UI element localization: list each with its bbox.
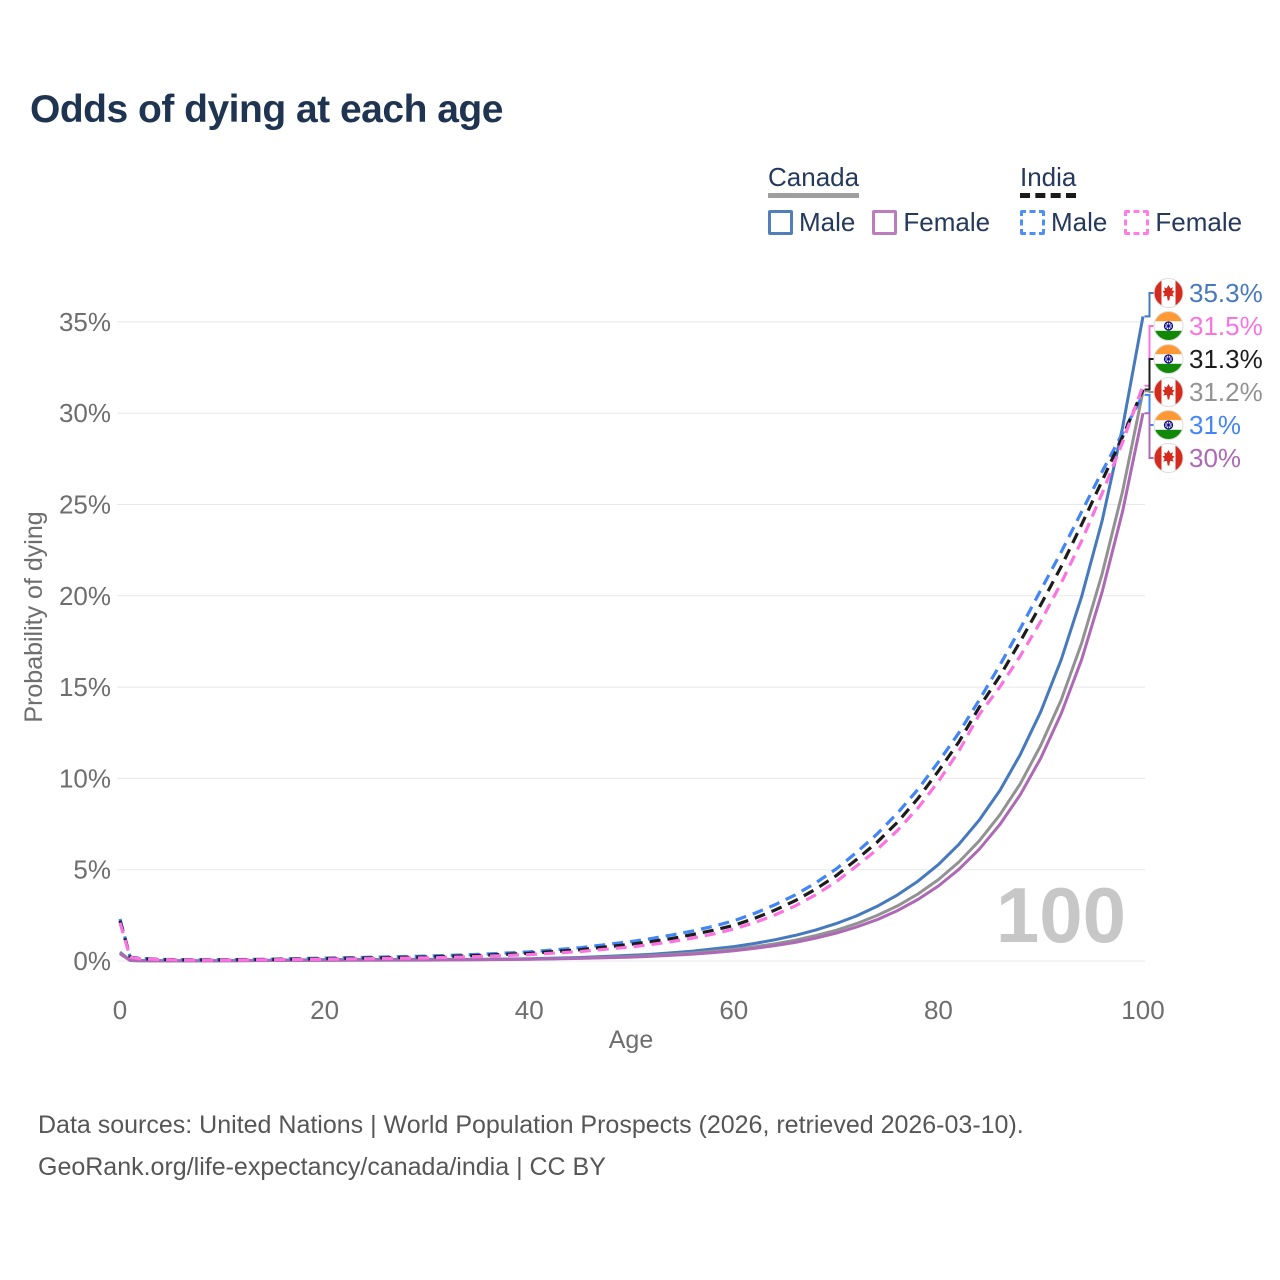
x-tick-label: 0: [113, 995, 127, 1025]
legend-item-canada-female[interactable]: Female: [872, 207, 990, 238]
y-tick-label: 35%: [59, 307, 111, 337]
canada-female-swatch-icon: [872, 210, 898, 235]
attribution-line: GeoRank.org/life-expectancy/canada/india…: [38, 1153, 606, 1181]
gridlines: [117, 321, 1145, 962]
legend-item-label: Male: [799, 207, 856, 237]
line-india-female[interactable]: [118, 385, 1145, 962]
end-value-label-canada-female: 30%: [1189, 443, 1241, 473]
y-tick-label: 10%: [59, 763, 111, 793]
y-tick-label: 15%: [59, 672, 111, 702]
india-male-swatch-icon: [1020, 210, 1045, 235]
page-title: Odds of dying at each age: [30, 88, 503, 131]
canada-flag-icon: [1154, 444, 1183, 473]
legend-item-canada-male[interactable]: Male: [768, 207, 855, 238]
end-value-label-canada-total: 31.2%: [1189, 377, 1263, 407]
india-flag-icon: [1154, 411, 1183, 440]
end-value-labels: 35.3%31.5%31.3%31.2%31%30%: [1154, 278, 1263, 473]
line-canada-total[interactable]: [119, 390, 1145, 963]
india-flag-icon: [1154, 312, 1183, 341]
line-india-total[interactable]: [118, 388, 1145, 962]
line-india-male[interactable]: [118, 394, 1145, 962]
legend-group-india: India Male Female: [1020, 163, 1259, 238]
leader-india-male: [1144, 393, 1154, 426]
leader-india-female: [1144, 325, 1154, 387]
age-watermark: 100: [996, 871, 1126, 959]
x-tick-label: 20: [310, 995, 339, 1025]
india-female-swatch-icon: [1124, 210, 1150, 235]
x-tick-label: 80: [924, 995, 953, 1025]
end-value-label-india-male: 31%: [1189, 410, 1241, 440]
legend-item-label: Male: [1051, 207, 1108, 237]
legend-title-india: India: [1020, 163, 1077, 198]
canada-male-swatch-icon: [768, 210, 793, 235]
y-tick-label: 5%: [73, 855, 111, 885]
data-sources-line: Data sources: United Nations | World Pop…: [38, 1111, 1024, 1139]
leader-canada-total: [1144, 390, 1154, 393]
legend-item-label: Female: [903, 207, 991, 237]
y-tick-label: 20%: [59, 581, 111, 611]
x-tick-label: 60: [719, 995, 748, 1025]
legend-item-india-male[interactable]: Male: [1020, 207, 1107, 238]
india-flag-icon: [1154, 345, 1183, 374]
legend-item-label: Female: [1155, 207, 1243, 237]
leader-india-total: [1144, 358, 1154, 391]
y-tick-label: 30%: [59, 398, 111, 428]
legend-item-india-female[interactable]: Female: [1124, 207, 1242, 238]
x-tick-label: 40: [515, 995, 544, 1025]
y-axis-title: Probability of dying: [20, 511, 48, 722]
end-value-label-canada-male: 35.3%: [1189, 278, 1263, 308]
legend-group-canada: Canada Male Female: [768, 163, 1007, 238]
legend-title-canada: Canada: [768, 163, 860, 198]
leader-canada-female: [1144, 412, 1154, 459]
axis-tick-labels: 35% 30% 25% 20% 15% 10% 5% 0%0 20 40 60 80 100: [59, 307, 1165, 1025]
y-tick-label: 25%: [59, 490, 111, 520]
end-value-label-india-female: 31.5%: [1189, 311, 1263, 341]
x-axis-title: Age: [609, 1026, 653, 1054]
x-tick-label: 100: [1121, 995, 1164, 1025]
label-leader-lines: [1144, 292, 1154, 459]
leader-canada-male: [1144, 292, 1154, 318]
canada-flag-icon: [1154, 279, 1183, 308]
series-lines: [118, 316, 1145, 963]
canada-flag-icon: [1154, 378, 1183, 407]
y-tick-label: 0%: [73, 946, 111, 976]
footer: Data sources: United Nations | World Pop…: [38, 1104, 1024, 1188]
end-value-label-india-total: 31.3%: [1189, 344, 1263, 374]
